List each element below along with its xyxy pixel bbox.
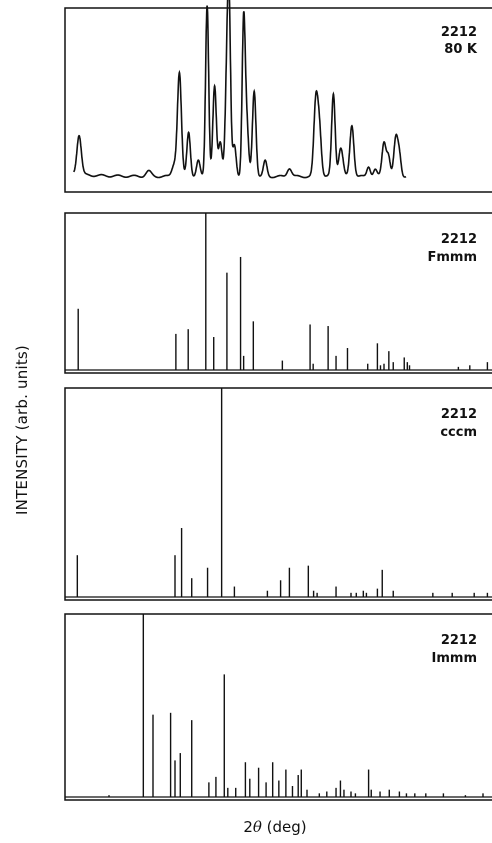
panel-80k: 2212 80 K bbox=[64, 0, 492, 193]
x-axis-label-suffix: (deg) bbox=[261, 818, 307, 836]
panel-label-line1: 2212 bbox=[441, 407, 477, 422]
panel-immm: 2212 Immm bbox=[64, 613, 492, 801]
panel-frame bbox=[64, 212, 492, 374]
panel-label-line2: Immm bbox=[432, 651, 477, 666]
panel-data bbox=[73, 0, 407, 179]
panel-data bbox=[65, 614, 492, 798]
spectrum-line bbox=[73, 0, 407, 179]
panel-label-line2: 80 K bbox=[444, 42, 478, 57]
x-axis-label-symbol: θ bbox=[252, 818, 262, 836]
panel-cccm: 2212 cccm bbox=[64, 387, 492, 601]
panel-data bbox=[65, 388, 492, 598]
panel-label-line1: 2212 bbox=[441, 633, 477, 648]
panel-frame bbox=[64, 613, 492, 801]
panel-label-line2: cccm bbox=[440, 425, 477, 440]
panel-label-line1: 2212 bbox=[441, 25, 477, 40]
panel-frame bbox=[64, 387, 492, 601]
panel-frame bbox=[64, 7, 492, 193]
panel-data bbox=[65, 213, 492, 371]
x-axis-label: 2θ (deg) bbox=[243, 818, 306, 836]
x-axis-label-prefix: 2 bbox=[243, 818, 253, 836]
panel-label-line1: 2212 bbox=[441, 232, 477, 247]
panel-fmmm: 2212 Fmmm bbox=[64, 212, 492, 374]
panel-label-line2: Fmmm bbox=[427, 250, 477, 265]
